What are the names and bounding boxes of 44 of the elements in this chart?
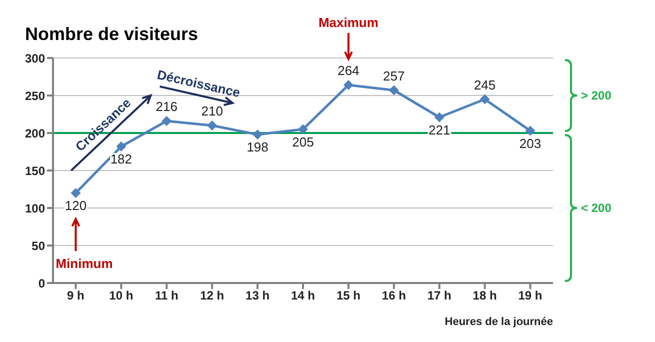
data-label: 245 — [474, 77, 496, 92]
point — [70, 188, 81, 198]
point — [434, 112, 444, 122]
y-tick-label: 200 — [24, 126, 46, 140]
x-tick-label: 12 h — [200, 288, 224, 303]
text: < 200 — [581, 201, 612, 215]
x-axis-title: Heures de la journée — [444, 316, 553, 328]
data-label: 216 — [156, 99, 178, 114]
x-tick-label: 14 h — [290, 288, 316, 303]
text: Maximum — [318, 15, 378, 30]
x-tick-label: 16 h — [382, 288, 406, 303]
point — [343, 80, 354, 90]
point — [525, 126, 536, 136]
x-tick-label: 13 h — [246, 288, 270, 303]
x-tick-label: 17 h — [427, 288, 452, 303]
data-label: 257 — [383, 68, 405, 84]
x-tick-label: 19 h — [518, 288, 542, 303]
point — [252, 130, 263, 140]
point — [298, 124, 308, 134]
y-tick-label: 100 — [24, 201, 46, 216]
point — [388, 85, 399, 96]
point — [162, 116, 172, 126]
x-tick-label: 11 h — [154, 288, 178, 303]
data-label: 264 — [338, 63, 360, 78]
x-tick-label: 15 h — [336, 288, 360, 303]
data-label: 120 — [64, 198, 87, 213]
text: > 200 — [581, 88, 612, 102]
y-tick-label: 0 — [38, 276, 46, 290]
y-tick-label: 50 — [32, 238, 46, 253]
chart-title: Nombre de visiteurs — [25, 24, 198, 44]
x-tick-label: 9 h — [67, 288, 84, 303]
data-label: 210 — [201, 104, 223, 118]
data-label: 198 — [246, 140, 268, 154]
x-tick-label: 18 h — [472, 288, 497, 303]
annotation: Minimum — [56, 256, 113, 271]
y-tick-label: 150 — [24, 164, 46, 178]
x-tick-label: 10 h — [109, 288, 134, 303]
point — [480, 94, 490, 104]
y-tick-label: 250 — [24, 88, 46, 103]
point — [207, 120, 218, 130]
y-tick-label: 300 — [24, 51, 46, 66]
data-label: 205 — [292, 134, 314, 150]
data-label: 203 — [519, 136, 542, 151]
data-label: 182 — [110, 152, 132, 166]
